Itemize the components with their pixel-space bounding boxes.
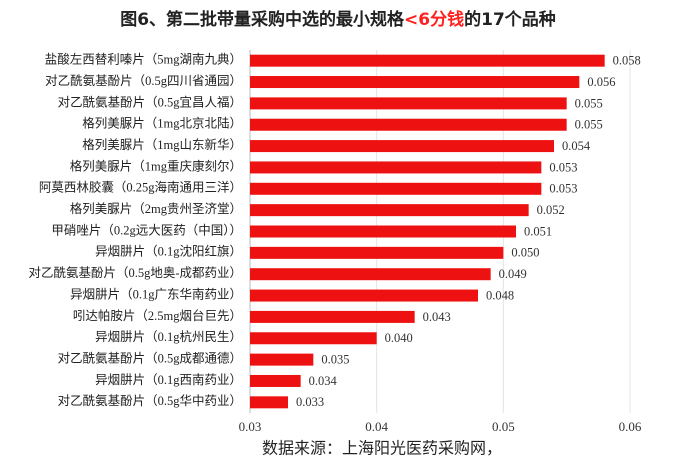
- value-label: 0.055: [575, 96, 603, 110]
- value-label: 0.052: [537, 203, 565, 217]
- value-label: 0.054: [562, 139, 591, 153]
- bar: [250, 97, 567, 110]
- value-label: 0.035: [321, 352, 349, 366]
- bar: [250, 140, 554, 153]
- y-tick-label: 格列美脲片（1mg北京北陆）: [82, 116, 242, 131]
- value-label: 0.043: [423, 310, 451, 324]
- source-note: 数据来源：上海阳光医药采购网，: [262, 440, 502, 458]
- value-label: 0.058: [613, 54, 641, 68]
- value-label: 0.056: [587, 75, 615, 89]
- y-tick-label: 对乙酰氨基酚片（0.5g地奥-成都药业）: [28, 266, 242, 280]
- value-label: 0.053: [549, 160, 577, 174]
- y-tick-label: 格列美脲片（1mg山东新华）: [82, 137, 242, 152]
- title-highlight: <6分钱: [404, 9, 464, 30]
- bar: [250, 54, 605, 67]
- bar: [250, 76, 580, 89]
- title-suffix: 的17个品种: [464, 9, 556, 30]
- y-tick-label: 盐酸左西替利嗪片（5mg湖南九典）: [45, 52, 242, 67]
- y-tick-label: 对乙酰氨基酚片（0.5g成都通德）: [58, 350, 242, 365]
- bar: [250, 118, 567, 131]
- x-tick-label: 0.05: [492, 419, 515, 434]
- y-tick-label: 对乙酰氨基酚片（0.5g华中药业）: [58, 393, 242, 408]
- value-label: 0.048: [486, 288, 514, 302]
- y-tick-label: 格列美脲片（2mg贵州圣济堂）: [70, 201, 242, 216]
- x-tick-label: 0.04: [365, 419, 388, 434]
- bar: [250, 246, 504, 259]
- value-label: 0.051: [524, 224, 552, 238]
- bar: [250, 182, 542, 195]
- value-label: 0.034: [309, 374, 338, 388]
- x-tick-label: 0.03: [239, 419, 262, 434]
- bar: [250, 374, 301, 387]
- y-tick-label: 甲硝唑片（0.2g远大医药（中国））: [51, 222, 242, 237]
- value-label: 0.055: [575, 118, 603, 132]
- bar: [250, 396, 288, 409]
- value-label: 0.049: [499, 267, 527, 281]
- value-label: 0.040: [385, 331, 413, 345]
- bar: [250, 161, 542, 174]
- bar: [250, 310, 415, 323]
- bar: [250, 225, 516, 238]
- title-main: 图6、第二批带量采购中选的最小规格: [120, 9, 405, 30]
- bar: [250, 204, 529, 217]
- y-tick-label: 对乙酰氨基酚片（0.5g四川省通园）: [45, 74, 242, 88]
- bar: [250, 332, 377, 345]
- y-tick-label: 对乙酰氨基酚片（0.5g宜昌人福）: [58, 94, 242, 109]
- bar: [250, 353, 314, 366]
- y-tick-label: 异烟肼片（0.1g广东华南药业）: [70, 286, 242, 301]
- bar: [250, 268, 491, 281]
- y-tick-label: 异烟肼片（0.1g沈阳红旗）: [95, 244, 242, 259]
- value-label: 0.053: [549, 182, 577, 196]
- y-tick-label: 阿莫西林胶囊（0.25g海南通用三洋）: [39, 180, 242, 195]
- y-tick-label: 吲达帕胺片（2.5mg烟台巨先）: [73, 308, 242, 323]
- value-label: 0.033: [296, 395, 324, 409]
- value-label: 0.050: [511, 246, 539, 260]
- chart-title: 图6、第二批带量采购中选的最小规格<6分钱的17个品种: [120, 9, 556, 30]
- y-tick-label: 异烟肼片（0.1g西南药业）: [95, 372, 242, 387]
- x-tick-label: 0.06: [619, 419, 642, 434]
- y-tick-label: 格列美脲片（1mg重庆康刻尔）: [70, 158, 242, 173]
- y-tick-label: 异烟肼片（0.1g杭州民生）: [95, 329, 242, 344]
- bar: [250, 289, 478, 302]
